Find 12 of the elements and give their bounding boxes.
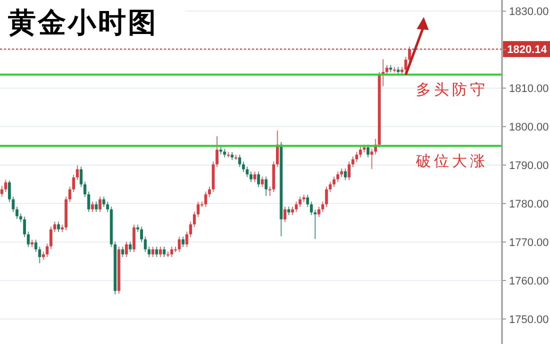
ref-line-label: 1820.14 xyxy=(507,44,548,56)
y-tick-label: 1760.00 xyxy=(509,276,549,288)
ref-line-label: 破位大涨 xyxy=(415,152,488,170)
y-tick-label: 1830.00 xyxy=(509,6,549,18)
y-tick-label: 1790.00 xyxy=(509,160,549,172)
y-tick-label: 1800.00 xyxy=(509,122,549,134)
y-tick-label: 1780.00 xyxy=(509,198,549,211)
ref-line-label: 多头防守 xyxy=(416,80,488,99)
y-tick-label: 1770.00 xyxy=(509,237,549,250)
y-tick-label: 1750.00 xyxy=(509,314,549,326)
chart-title: 黄金小时图 xyxy=(7,6,158,39)
y-tick-label: 1810.00 xyxy=(509,83,549,96)
